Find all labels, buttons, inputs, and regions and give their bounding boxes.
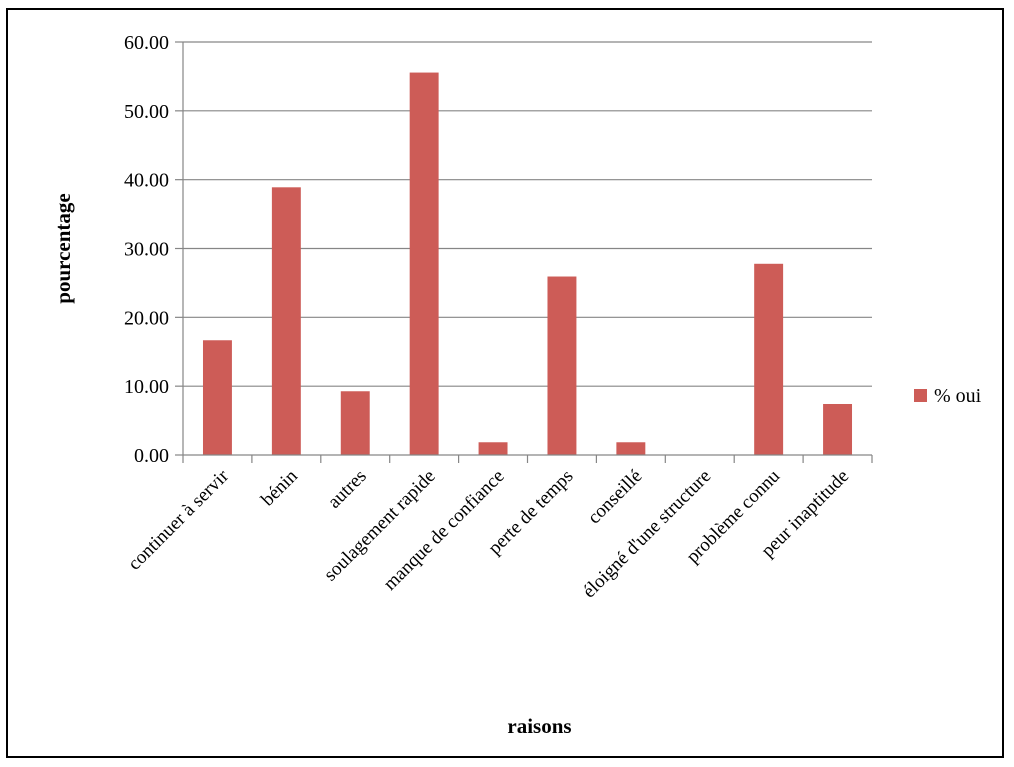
bars-group xyxy=(202,72,853,455)
bar xyxy=(823,403,853,455)
chart-frame xyxy=(6,8,1004,758)
x-axis-title: raisons xyxy=(507,714,571,738)
bar xyxy=(754,263,784,455)
x-tick-labels: continuer à servir bénin autressoulagement… xyxy=(124,465,853,602)
y-tick-label: 30.00 xyxy=(124,239,169,261)
y-axis-title: pourcentage xyxy=(51,193,75,303)
y-tick-label: 60.00 xyxy=(124,32,169,54)
x-tick-label: continuer à servir xyxy=(124,465,233,574)
y-tick-label: 20.00 xyxy=(124,307,169,329)
bar xyxy=(271,187,301,455)
x-tick-label: éloigné d'une structure xyxy=(579,466,716,603)
y-tick-label: 50.00 xyxy=(124,101,169,123)
bar xyxy=(340,391,370,455)
bar xyxy=(409,72,439,455)
x-tick-label: manque de confiance xyxy=(380,466,509,595)
bar xyxy=(202,340,232,455)
bar xyxy=(616,442,646,455)
legend-swatch xyxy=(914,389,927,402)
y-tick-labels: 0.00 10.00 20.00 30.00 40.00 50.00 60.00 xyxy=(124,32,169,467)
axes xyxy=(175,41,873,463)
bar xyxy=(478,442,508,455)
x-tick-label: conseillé xyxy=(584,466,647,529)
legend: % oui xyxy=(914,385,982,407)
x-tick-label: autres xyxy=(324,466,371,513)
legend-label: % oui xyxy=(934,385,982,407)
y-tick-label: 0.00 xyxy=(134,445,169,467)
y-tick-label: 40.00 xyxy=(124,170,169,192)
x-tick-label: bénin xyxy=(257,465,302,510)
y-tick-label: 10.00 xyxy=(124,376,169,398)
bar xyxy=(547,276,577,455)
